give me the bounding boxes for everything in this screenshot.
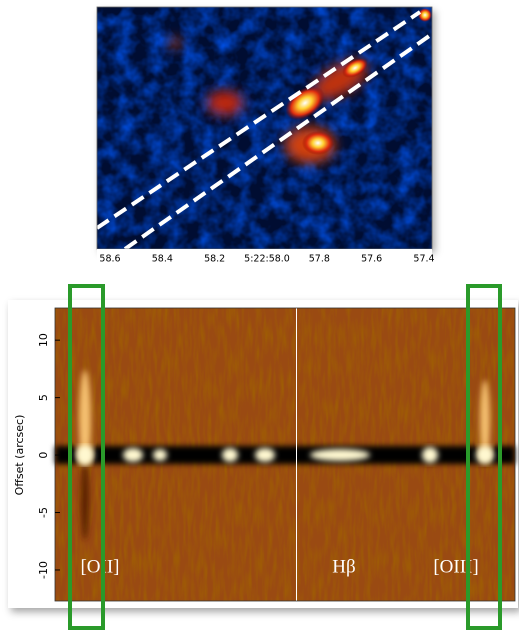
sky-image-content — [95, 6, 434, 269]
x-tick-label: 57.4 — [413, 254, 434, 265]
y-tick-label: 10 — [37, 333, 50, 347]
x-tick-labels: 58.6 58.4 58.2 5:22:58.0 57.8 57.6 57.4 — [99, 254, 434, 265]
x-tick-label: 58.4 — [152, 254, 173, 265]
y-tick-label: -5 — [37, 507, 50, 518]
x-tick-label: 57.6 — [361, 254, 382, 265]
x-tick-label: 57.8 — [309, 254, 330, 265]
y-tick-label: 5 — [37, 394, 50, 401]
y-tick-label: -10 — [37, 561, 50, 579]
y-axis-label: Offset (arcsec) — [13, 415, 26, 496]
x-tick-label: 58.2 — [204, 254, 225, 265]
line-label: [OIII] — [433, 556, 478, 577]
spectrum-images — [54, 307, 516, 602]
highlight-box — [466, 284, 502, 630]
line-label: [OII] — [80, 556, 119, 577]
x-tick-label: 5:22:58.0 — [244, 254, 290, 265]
y-tick-label: 0 — [37, 452, 50, 459]
x-tick-label: 58.6 — [99, 254, 120, 265]
line-label: Hβ — [332, 556, 355, 577]
highlight-box — [68, 284, 105, 630]
